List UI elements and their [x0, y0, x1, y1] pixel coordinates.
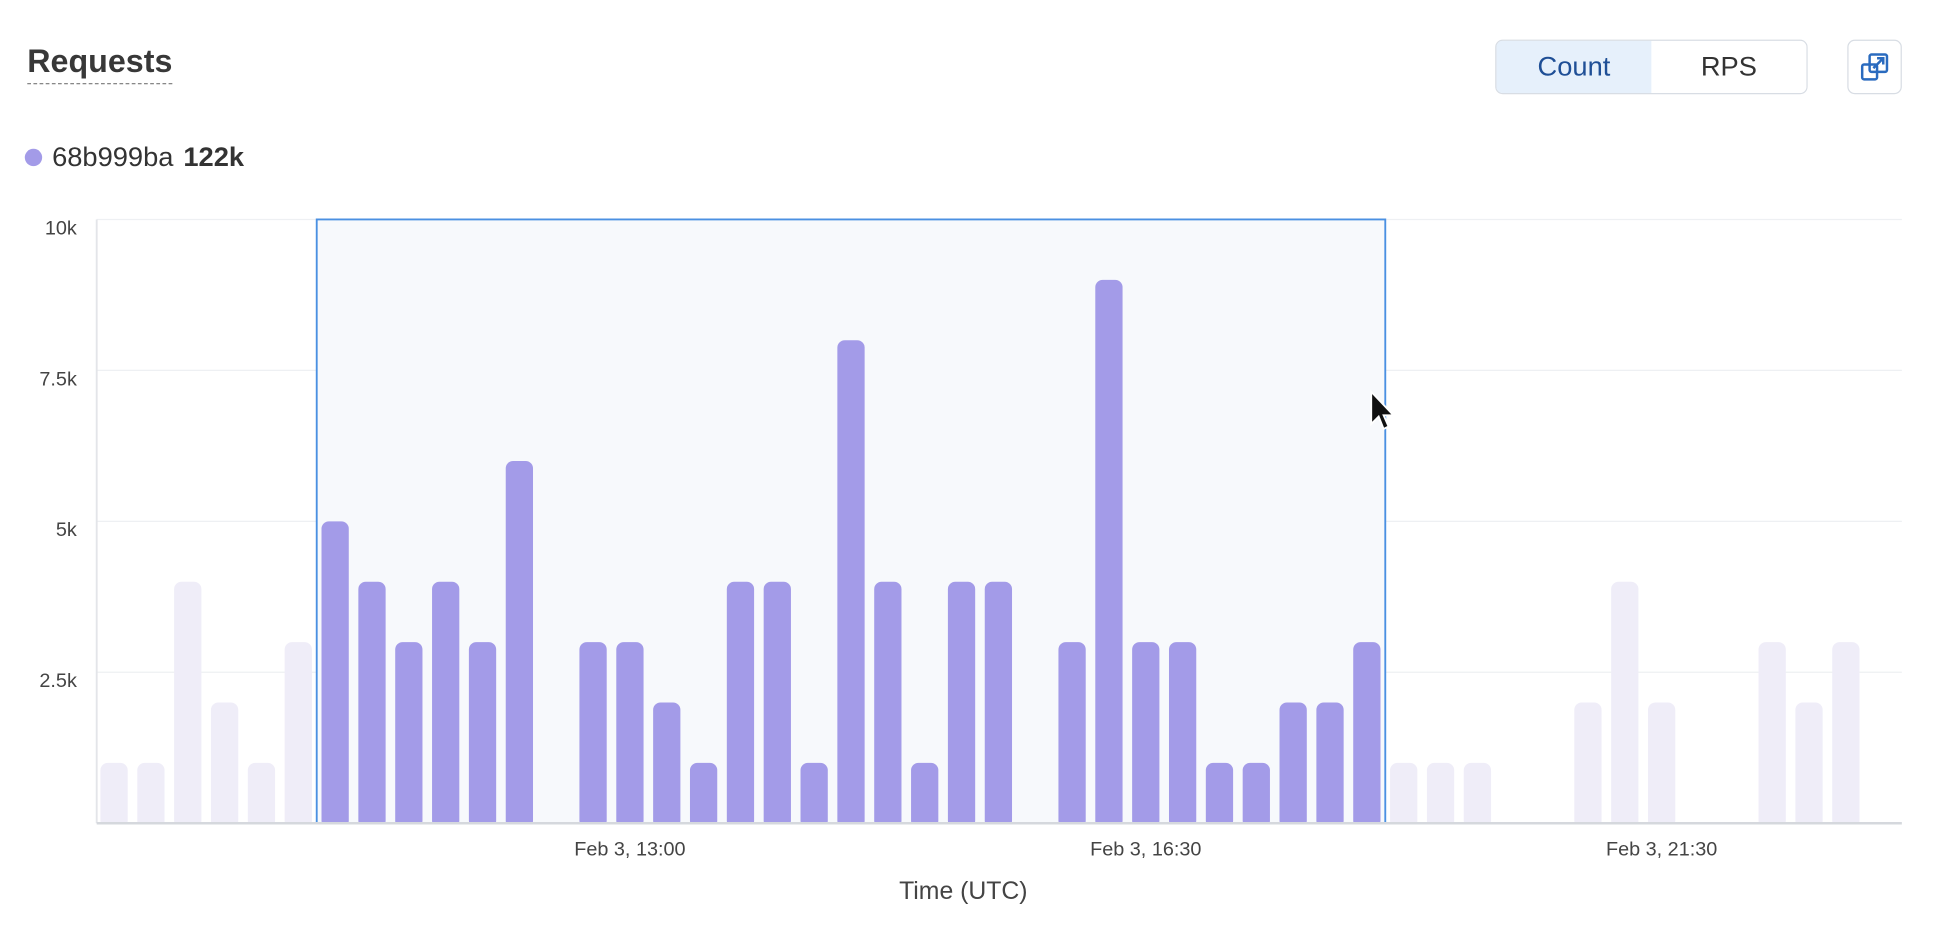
- bar[interactable]: [911, 762, 939, 829]
- bar[interactable]: [763, 581, 791, 829]
- y-tick-label: 2.5k: [39, 670, 77, 692]
- bar[interactable]: [616, 642, 644, 829]
- y-tick-label: 7.5k: [39, 368, 77, 390]
- bar[interactable]: [1795, 702, 1823, 829]
- x-tick-label: Feb 3, 13:00: [574, 838, 685, 860]
- x-tick-label: Feb 3, 21:30: [1606, 838, 1717, 860]
- metric-toggle[interactable]: Count RPS: [1495, 39, 1808, 95]
- bar[interactable]: [1647, 702, 1676, 829]
- bar[interactable]: [1168, 642, 1197, 829]
- bar[interactable]: [1279, 702, 1307, 829]
- expand-icon: [1860, 53, 1889, 81]
- bar[interactable]: [837, 340, 865, 829]
- y-tick-label: 5k: [56, 519, 77, 541]
- bar[interactable]: [579, 642, 607, 829]
- expand-button[interactable]: [1847, 39, 1902, 95]
- bar[interactable]: [1095, 279, 1123, 829]
- bar[interactable]: [1132, 642, 1160, 829]
- bar[interactable]: [1316, 702, 1344, 829]
- bar[interactable]: [137, 762, 165, 829]
- bar[interactable]: [1463, 762, 1492, 829]
- toggle-count-button[interactable]: Count: [1496, 40, 1652, 93]
- bar[interactable]: [1611, 581, 1639, 829]
- bar[interactable]: [284, 642, 312, 829]
- bar[interactable]: [247, 762, 276, 829]
- bar[interactable]: [174, 581, 202, 829]
- bar[interactable]: [395, 642, 423, 829]
- mouse-cursor-icon: [1370, 389, 1396, 431]
- bar[interactable]: [210, 702, 239, 829]
- bar[interactable]: [689, 762, 718, 829]
- bar[interactable]: [1390, 762, 1418, 829]
- bar[interactable]: [505, 460, 534, 829]
- legend-total: 122k: [183, 141, 245, 173]
- toggle-rps-button[interactable]: RPS: [1651, 40, 1807, 93]
- bar[interactable]: [100, 762, 128, 829]
- bar[interactable]: [1242, 762, 1270, 829]
- bar[interactable]: [1205, 762, 1234, 829]
- x-tick-label: Feb 3, 16:30: [1090, 838, 1201, 860]
- baseline-mask: [97, 824, 1904, 832]
- bar[interactable]: [1426, 762, 1455, 829]
- bar[interactable]: [726, 581, 755, 829]
- legend-color-dot: [24, 148, 43, 167]
- bar[interactable]: [653, 702, 681, 829]
- bar[interactable]: [1574, 702, 1602, 829]
- bar[interactable]: [1758, 642, 1786, 829]
- y-tick-label: 10k: [45, 217, 77, 239]
- bar[interactable]: [1058, 642, 1086, 829]
- bar[interactable]: [1353, 642, 1381, 829]
- bar[interactable]: [800, 762, 828, 829]
- panel-title[interactable]: Requests: [27, 42, 173, 85]
- bar[interactable]: [947, 581, 976, 829]
- bar[interactable]: [358, 581, 386, 829]
- x-axis-title: Time (UTC): [899, 878, 1027, 905]
- bar[interactable]: [874, 581, 902, 829]
- bar[interactable]: [1832, 642, 1860, 829]
- legend-series-name: 68b999ba: [52, 141, 174, 173]
- bar[interactable]: [468, 642, 497, 829]
- bar[interactable]: [432, 581, 460, 829]
- bar[interactable]: [984, 581, 1013, 829]
- legend-item[interactable]: 68b999ba 122k: [24, 141, 245, 173]
- bar[interactable]: [321, 521, 349, 829]
